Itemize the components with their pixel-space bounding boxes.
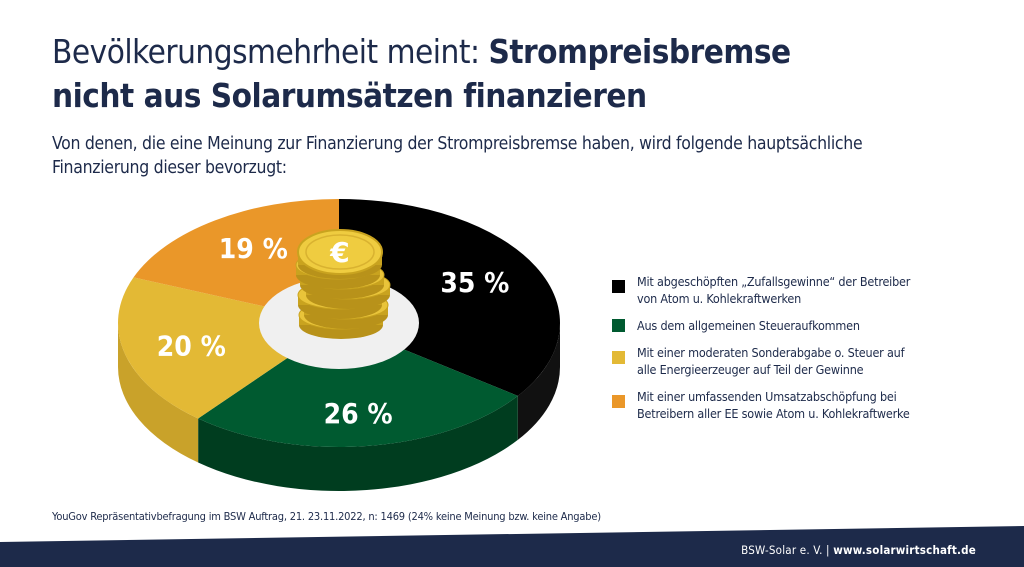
euro-icon: € xyxy=(329,236,349,269)
pie-data-label: 20 % xyxy=(157,330,226,363)
pie-labels: 35 % 26 % 20 % 19 % xyxy=(157,232,510,430)
page-title: Bevölkerungsmehrheit meint: Strompreisbr… xyxy=(52,30,791,118)
pie-data-label: 26 % xyxy=(324,397,393,430)
pie-slice-side xyxy=(118,323,199,463)
legend-item: Aus dem allgemeinen Steueraufkommen xyxy=(612,317,972,334)
pie-data-label: 19 % xyxy=(219,232,288,265)
euro-coin-stack-icon: € xyxy=(295,229,391,339)
pie-slice-side xyxy=(517,323,560,440)
legend-label: alle Energieerzeuger auf Teil der Gewinn… xyxy=(637,362,864,377)
legend-label: Betreibern aller EE sowie Atom u. Kohlek… xyxy=(637,406,910,421)
footer: BSW-Solar e. V. | www.solarwirtschaft.de xyxy=(741,543,976,557)
legend-item: Mit einer moderaten Sonderabgabe o. Steu… xyxy=(612,344,972,378)
legend-label: Aus dem allgemeinen Steueraufkommen xyxy=(637,318,860,333)
footer-org: BSW-Solar e. V. | xyxy=(741,543,834,557)
subtitle: Von denen, die eine Meinung zur Finanzie… xyxy=(52,134,863,178)
title-regular: Bevölkerungsmehrheit meint: xyxy=(52,32,489,71)
pie-slice-side xyxy=(198,395,518,491)
pie-chart: € 35 % 26 % 20 % 19 % xyxy=(118,199,560,491)
footer-band xyxy=(0,526,1024,567)
title-bold-2: nicht aus Solarumsätzen finanzieren xyxy=(52,76,647,115)
legend-swatch xyxy=(612,280,625,293)
legend-swatch xyxy=(612,395,625,408)
source-note: YouGov Repräsentativbefragung im BSW Auf… xyxy=(52,510,601,523)
legend-label: Mit einer moderaten Sonderabgabe o. Steu… xyxy=(637,345,905,360)
legend-item: Mit einer umfassenden Umsatzabschöpfung … xyxy=(612,388,972,422)
footer-url-link[interactable]: www.solarwirtschaft.de xyxy=(833,543,976,557)
legend-swatch xyxy=(612,319,625,332)
legend-label: von Atom u. Kohlekraftwerken xyxy=(637,291,802,306)
pie-slice xyxy=(339,199,560,396)
legend-swatch xyxy=(612,351,625,364)
legend-item: Mit abgeschöpften „Zufallsgewinne“ der B… xyxy=(612,273,972,307)
pie-sides xyxy=(118,323,560,491)
pie-slice xyxy=(198,323,518,448)
pie-data-label: 35 % xyxy=(440,266,509,299)
legend: Mit abgeschöpften „Zufallsgewinne“ der B… xyxy=(612,273,972,432)
title-bold-1: Strompreisbremse xyxy=(488,32,791,71)
legend-label: Mit einer umfassenden Umsatzabschöpfung … xyxy=(637,389,897,404)
legend-label: Mit abgeschöpften „Zufallsgewinne“ der B… xyxy=(637,274,911,289)
